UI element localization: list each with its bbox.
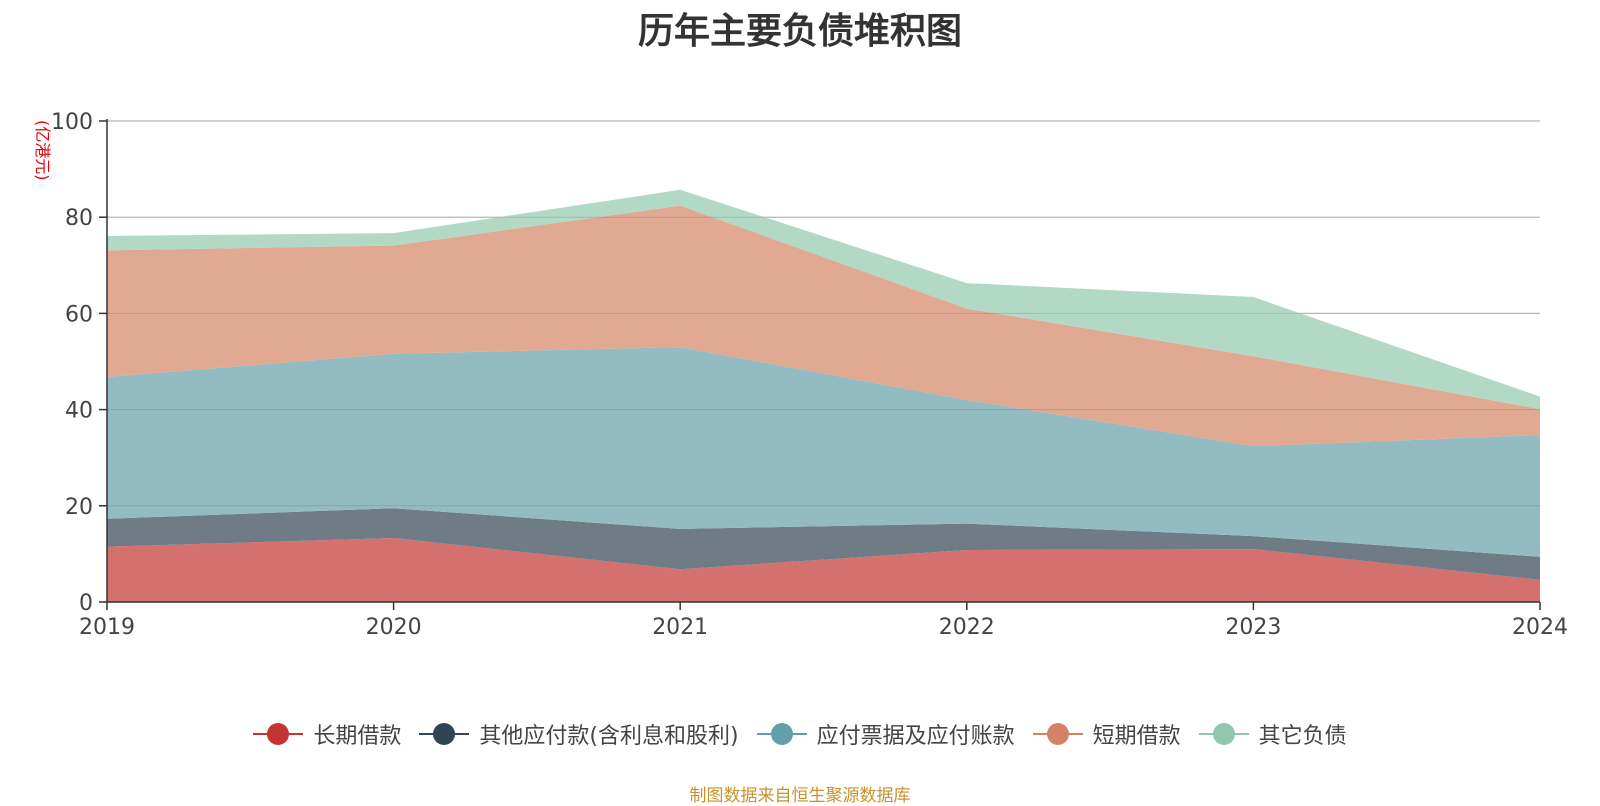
- data-source-note: 制图数据来自恒生聚源数据库: [689, 786, 911, 806]
- legend-item[interactable]: 长期借款: [253, 718, 401, 750]
- legend-marker-icon: [419, 722, 470, 746]
- axes: [99, 119, 1541, 610]
- legend: 长期借款 其他应付款(含利息和股利) 应付票据及应付账款 短期借款 其它负债: [0, 718, 1600, 750]
- tick-labels: 0 20 40 60 80 100 2019 2020 2021 2022 2023 2024: [51, 110, 1568, 640]
- legend-marker-icon: [1198, 722, 1249, 746]
- legend-label: 其它负债: [1258, 724, 1347, 749]
- legend-item[interactable]: 应付票据及应付账款: [756, 718, 1015, 750]
- x-tick-label: 2020: [366, 615, 422, 640]
- y-tick-label: 20: [65, 495, 93, 520]
- x-tick-label: 2021: [652, 615, 708, 640]
- x-tick-label: 2019: [79, 615, 135, 640]
- legend-label: 应付票据及应付账款: [816, 724, 1015, 749]
- legend-label: 短期借款: [1092, 724, 1181, 749]
- chart-title: 历年主要负债堆积图: [637, 11, 962, 52]
- y-tick-label: 40: [65, 399, 93, 424]
- legend-item[interactable]: 其它负债: [1198, 718, 1347, 750]
- legend-item[interactable]: 短期借款: [1032, 718, 1181, 750]
- legend-marker-icon: [756, 722, 807, 746]
- y-tick-label: 0: [79, 591, 93, 616]
- x-tick-label: 2024: [1512, 615, 1568, 640]
- legend-marker-icon: [1032, 722, 1083, 746]
- area-series-1: [107, 508, 1540, 580]
- x-tick-label: 2023: [1225, 615, 1281, 640]
- area-series-2: [107, 347, 1540, 557]
- y-tick-label: 100: [51, 110, 93, 135]
- area-series-4: [107, 189, 1540, 410]
- area-series: [107, 120, 1540, 602]
- legend-marker-icon: [253, 722, 304, 746]
- legend-label: 长期借款: [313, 724, 402, 749]
- x-tick-label: 2022: [939, 615, 995, 640]
- y-tick-label: 60: [65, 302, 93, 327]
- y-tick-label: 80: [65, 206, 93, 231]
- legend-label: 其他应付款(含利息和股利): [479, 724, 739, 749]
- area-series-3: [107, 205, 1540, 447]
- legend-item[interactable]: 其他应付款(含利息和股利): [419, 718, 739, 750]
- area-series-0: [107, 538, 1540, 602]
